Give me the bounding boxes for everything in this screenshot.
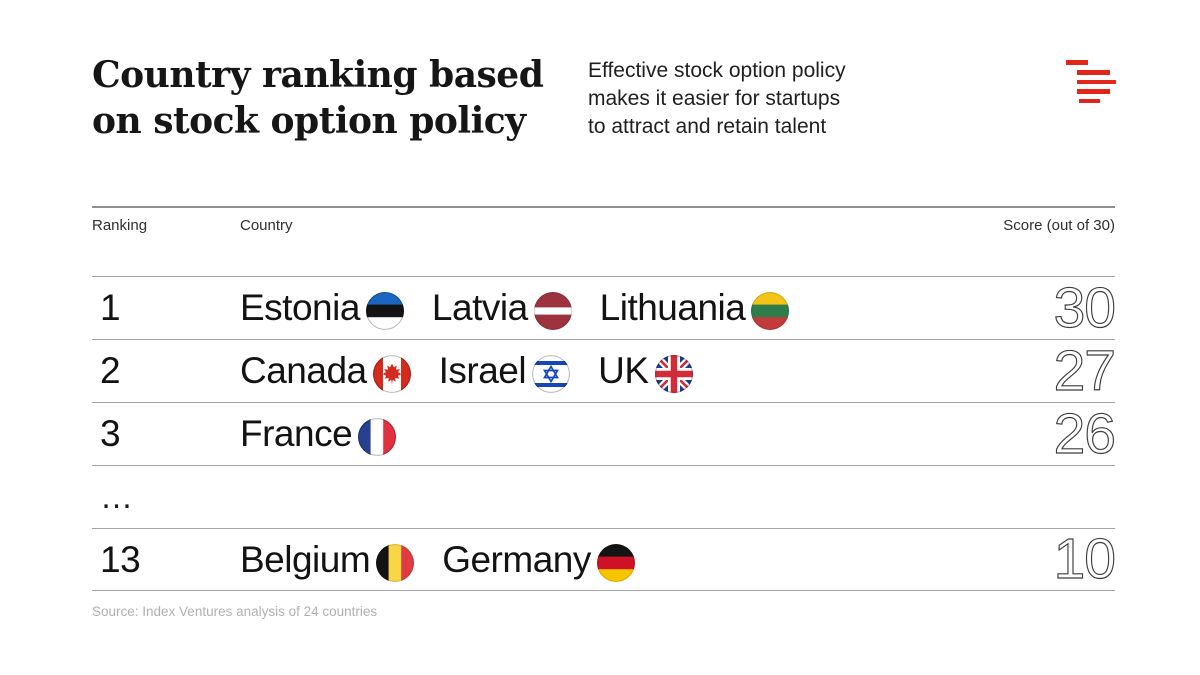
latvia-flag-icon (533, 292, 572, 330)
table-row-ellipsis: … (92, 465, 1115, 528)
country-name: UK (598, 350, 649, 391)
page-title: Country ranking based on stock option pol… (92, 54, 544, 142)
source-note: Source: Index Ventures analysis of 24 co… (92, 604, 378, 619)
country-entry: UK (598, 350, 693, 393)
column-header-ranking: Ranking (92, 217, 148, 234)
country-list: Canada Israel UK (240, 350, 1054, 393)
score-value: 26 (1053, 401, 1117, 466)
ranking-table: Ranking Country Score (out of 30) 1 Eston… (92, 206, 1117, 591)
index-ventures-logo-icon (1066, 59, 1118, 105)
country-name: Belgium (240, 538, 371, 580)
score-value: 30 (1053, 275, 1117, 340)
canada-flag-icon (372, 355, 411, 393)
lithuania-flag-icon (751, 292, 790, 330)
estonia-flag-icon (365, 292, 404, 330)
table-row: 2 Canada Israel UK 27 (92, 338, 1117, 403)
ranking-value: 2 (100, 350, 121, 391)
israel-flag-icon (532, 355, 571, 393)
ranking-value: … (100, 478, 134, 515)
country-name: France (240, 413, 353, 454)
score-value: 27 (1053, 338, 1117, 403)
country-list: Estonia Latvia Lithuania (240, 287, 1054, 330)
table-row: 13 Belgium Germany 10 (92, 527, 1117, 591)
uk-flag-icon (654, 355, 693, 393)
ranking-value: 1 (100, 287, 121, 328)
country-entry: Israel (438, 350, 571, 393)
country-name: Estonia (240, 287, 360, 328)
country-entry: Lithuania (599, 287, 790, 330)
country-entry: France (240, 413, 397, 456)
ranking-value: 13 (100, 538, 141, 580)
country-entry: Germany (442, 538, 635, 582)
table-header-row: Ranking Country Score (out of 30) (92, 206, 1115, 276)
country-name: Germany (442, 538, 591, 580)
column-header-country: Country (240, 217, 293, 234)
score-value: 10 (1053, 527, 1117, 591)
country-name: Israel (438, 350, 527, 391)
country-entry: Latvia (431, 287, 572, 330)
country-entry: Canada (240, 350, 411, 393)
column-header-score: Score (out of 30) (1003, 217, 1115, 234)
country-entry: Belgium (240, 538, 415, 582)
germany-flag-icon (596, 543, 635, 582)
page-subtitle: Effective stock option policy makes it ea… (588, 59, 846, 138)
ranking-value: 3 (100, 413, 121, 454)
belgium-flag-icon (376, 543, 415, 582)
table-body: 1 Estonia Latvia Lithuania 30 2 Canada Isra… (92, 275, 1117, 591)
table-row: 3 France 26 (92, 401, 1117, 466)
country-list: Belgium Germany (240, 538, 1054, 582)
country-list: France (240, 413, 1054, 456)
country-name: Lithuania (599, 287, 746, 328)
france-flag-icon (358, 418, 397, 456)
country-entry: Estonia (240, 287, 404, 330)
country-name: Canada (240, 350, 367, 391)
table-row: 1 Estonia Latvia Lithuania 30 (92, 275, 1117, 340)
country-name: Latvia (431, 287, 528, 328)
